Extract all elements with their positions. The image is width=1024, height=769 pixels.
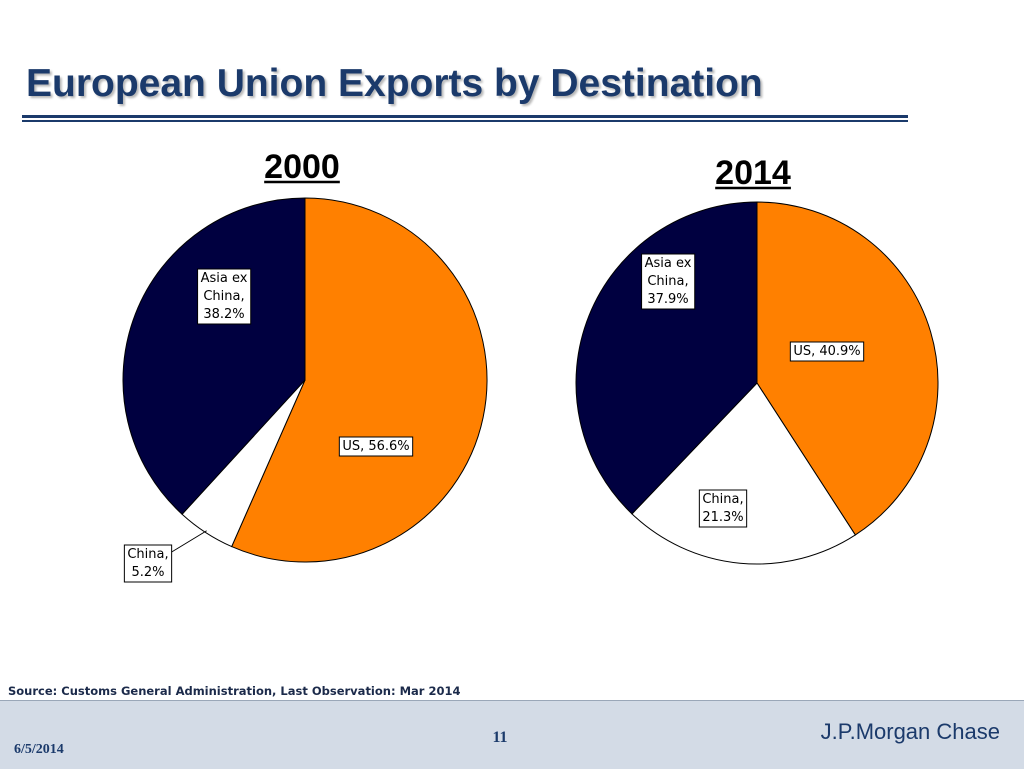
title-underline [22,115,908,118]
chart-title-2000: 2000 [264,148,340,186]
pie-slice-asia-ex-china [575,201,758,515]
data-label-line: China, [127,547,168,562]
data-label-china: China, 5.2% [123,544,173,583]
company-logo-text: J.P.Morgan Chase [820,719,1000,744]
leader-line [171,530,207,553]
pie-chart-2000: 2000 US, 56.6% China, 5.2% Asia ex China, 38.2… [122,148,488,583]
page-number: 11 [492,729,508,746]
chart-title-2014: 2014 [715,154,791,192]
data-label-line: Asia ex [201,271,248,286]
pie-slice-us [231,197,488,563]
slide-title: European Union Exports by Destination [26,62,763,105]
pie-slice-asia-ex-china [122,197,306,515]
data-label-line: 5.2% [131,565,164,580]
data-label-box [197,268,252,325]
data-label-china: China, 21.3% [698,489,748,528]
data-label-box [123,544,173,583]
data-label-asia-ex-china: Asia ex China, 38.2% [197,268,252,325]
data-label-us: US, 56.6% [338,436,414,457]
data-label-box [641,253,696,310]
footer-date: 6/5/2014 [14,742,64,757]
data-label-box [338,436,414,457]
data-label-line: China, [203,289,244,304]
data-label-us: US, 40.9% [789,341,865,362]
pie-slice-china [631,382,857,565]
data-label-box [789,341,865,362]
data-label-line: US, 40.9% [793,344,860,359]
data-label-line: China, [702,492,743,507]
data-label-line: China, [647,274,688,289]
data-label-line: 21.3% [702,510,743,525]
pie-slice-us [756,201,939,536]
data-label-asia-ex-china: Asia ex China, 37.9% [641,253,696,310]
footer-bar: 6/5/2014 11 J.P.Morgan Chase [0,700,1024,769]
title-underline-thin [22,120,908,122]
data-label-line: Asia ex [645,256,692,271]
source-note: Source: Customs General Administration, … [8,684,461,698]
data-label-line: 37.9% [647,292,688,307]
data-label-box [698,489,748,528]
data-label-line: US, 56.6% [342,439,409,454]
data-label-line: 38.2% [203,307,244,322]
pie-chart-2014: 2014 US, 40.9% China, 21.3% Asia ex China, 37.… [575,154,939,565]
